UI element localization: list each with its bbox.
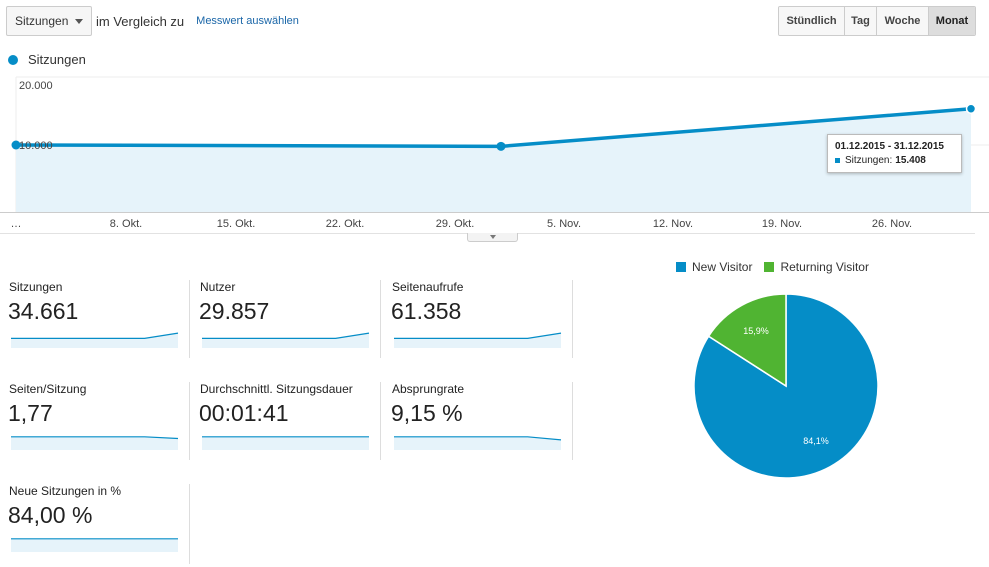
- metric-value: 84,00 %: [8, 502, 93, 528]
- line-chart-legend: Sitzungen: [8, 52, 86, 67]
- x-tick-label: 15. Okt.: [217, 218, 256, 230]
- sparkline-area: [394, 436, 561, 450]
- tooltip-series-swatch: [835, 158, 840, 163]
- tile-separator: [572, 280, 573, 358]
- sparkline-area: [11, 538, 178, 552]
- sparkline-area: [394, 333, 561, 348]
- metric-select-label: Sitzungen: [15, 14, 69, 28]
- metric-tile[interactable]: Absprungrate 9,15 %: [389, 382, 571, 462]
- collapse-chart-handle[interactable]: [467, 233, 518, 242]
- pie-slice-label: 15,9%: [743, 326, 769, 336]
- y-tick-label: 20.000: [19, 80, 53, 92]
- granularity-month-button[interactable]: Monat: [929, 7, 975, 35]
- metric-sparkline: [394, 436, 562, 450]
- metric-sparkline: [11, 538, 178, 552]
- metric-tile[interactable]: Seiten/Sitzung 1,77: [6, 382, 188, 462]
- y-tick-label: 10.000: [19, 140, 53, 152]
- tile-separator: [380, 280, 381, 358]
- series-area: [16, 108, 971, 212]
- metric-label: Durchschnittl. Sitzungsdauer: [200, 382, 353, 396]
- x-tick-label: 8. Okt.: [110, 218, 142, 230]
- visitor-type-pie-chart[interactable]: 84,1% 15,9%: [680, 280, 890, 490]
- pie-legend-label: New Visitor: [692, 260, 753, 274]
- metric-value: 1,77: [8, 400, 53, 426]
- metric-value: 61.358: [391, 298, 462, 324]
- granularity-toggle: Stündlich Tag Woche Monat: [778, 6, 976, 36]
- x-tick-label: …: [11, 218, 22, 230]
- data-point[interactable]: [11, 140, 21, 150]
- tile-separator: [189, 280, 190, 358]
- pie-legend-label: Returning Visitor: [780, 260, 869, 274]
- pie-slice[interactable]: [707, 293, 787, 388]
- metric-value: 34.661: [8, 298, 79, 324]
- data-point[interactable]: [496, 141, 506, 151]
- chevron-down-icon: [75, 18, 83, 24]
- sparkline-line: [394, 332, 562, 339]
- x-tick-label: 26. Nov.: [872, 218, 912, 230]
- metric-sparkline: [11, 436, 179, 450]
- metric-sparkline: [202, 332, 370, 348]
- sparkline-area: [11, 436, 178, 450]
- metric-label: Absprungrate: [392, 382, 465, 396]
- data-point[interactable]: [965, 103, 977, 115]
- metric-sparkline: [394, 332, 562, 348]
- sparkline-line: [394, 436, 562, 441]
- metric-label: Seitenaufrufe: [392, 280, 464, 294]
- x-tick-label: 12. Nov.: [653, 218, 693, 230]
- metric-tile[interactable]: Durchschnittl. Sitzungsdauer 00:01:41: [197, 382, 379, 462]
- metric-label: Sitzungen: [9, 280, 63, 294]
- granularity-hourly-button[interactable]: Stündlich: [779, 7, 845, 35]
- pie-legend-item-new[interactable]: New Visitor: [676, 260, 752, 274]
- sparkline-line: [202, 332, 370, 339]
- sparkline-area: [202, 436, 369, 450]
- metric-tile[interactable]: Neue Sitzungen in % 84,00 %: [6, 484, 188, 564]
- sparkline-line: [11, 436, 179, 440]
- metric-value: 00:01:41: [199, 400, 289, 426]
- x-tick-label: 5. Nov.: [547, 218, 581, 230]
- metric-sparkline: [11, 332, 179, 348]
- metric-sparkline: [202, 436, 369, 450]
- metric-label: Nutzer: [200, 280, 236, 294]
- x-tick-label: 19. Nov.: [762, 218, 802, 230]
- metric-value: 9,15 %: [391, 400, 463, 426]
- pie-legend-item-returning[interactable]: Returning Visitor: [764, 260, 869, 274]
- granularity-week-button[interactable]: Woche: [877, 7, 929, 35]
- metric-tile[interactable]: Nutzer 29.857: [197, 280, 379, 360]
- tooltip-date: 01.12.2015 - 31.12.2015: [835, 141, 944, 152]
- tile-separator: [189, 382, 190, 460]
- tooltip-value: 15.408: [895, 155, 926, 166]
- metric-label: Seiten/Sitzung: [9, 382, 87, 396]
- metric-value: 29.857: [199, 298, 270, 324]
- x-tick-label: 29. Okt.: [436, 218, 475, 230]
- chart-tooltip: 01.12.2015 - 31.12.2015 Sitzungen: 15.40…: [827, 134, 962, 173]
- metric-tile[interactable]: Seitenaufrufe 61.358: [389, 280, 571, 360]
- compare-metric-link[interactable]: Messwert auswählen: [196, 15, 299, 27]
- tile-separator: [189, 484, 190, 564]
- metric-select[interactable]: Sitzungen: [6, 6, 92, 36]
- tile-separator: [572, 382, 573, 460]
- chevron-down-icon: [489, 235, 496, 239]
- granularity-day-button[interactable]: Tag: [845, 7, 877, 35]
- metric-label: Neue Sitzungen in %: [9, 484, 122, 498]
- sparkline-area: [11, 333, 178, 348]
- tile-separator: [380, 382, 381, 460]
- sparkline-area: [202, 333, 369, 348]
- compare-text: im Vergleich zu: [96, 13, 185, 29]
- pie-legend: New Visitor Returning Visitor: [676, 260, 881, 274]
- legend-swatch-icon: [676, 262, 686, 272]
- metric-tile[interactable]: Sitzungen 34.661: [6, 280, 188, 360]
- legend-label: Sitzungen: [28, 52, 86, 67]
- toolbar: Sitzungen im Vergleich zu Messwert auswä…: [6, 6, 299, 36]
- sparkline-line: [11, 332, 179, 339]
- tooltip-label: Sitzungen:: [845, 155, 893, 166]
- legend-swatch-icon: [764, 262, 775, 272]
- x-tick-label: 22. Okt.: [326, 218, 365, 230]
- pie-slice-label: 84,1%: [803, 436, 829, 446]
- legend-dot-icon: [8, 54, 18, 65]
